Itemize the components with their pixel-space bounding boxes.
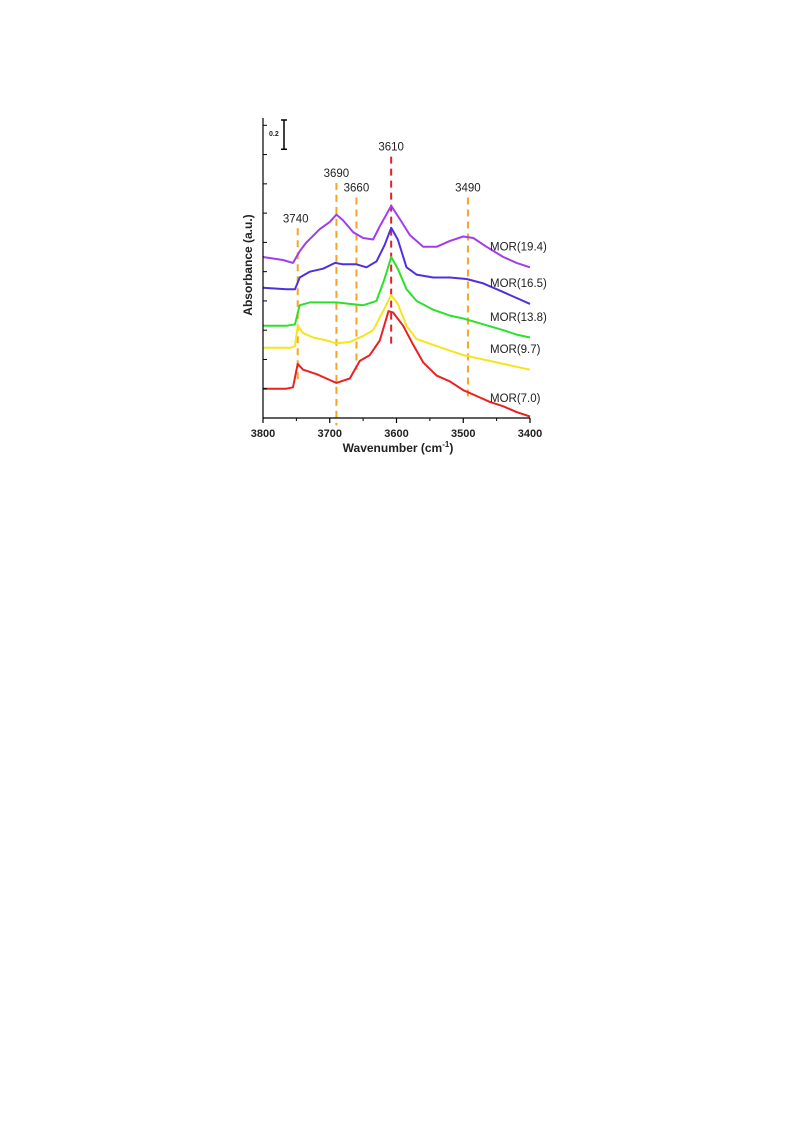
x-tick-label: 3500 [451,428,475,440]
axes: 3800 3700 3600 3500 3400 0.2 [251,118,542,440]
series-label-MOR(16.5): MOR(16.5) [490,278,547,290]
reference-lines [296,156,469,426]
peak-label-3660: 3660 [344,183,370,195]
series-label-MOR(9.7): MOR(9.7) [490,344,541,356]
series-label-MOR(19.4): MOR(19.4) [490,242,547,254]
peak-label-3490: 3490 [455,183,481,195]
scale-bar-label: 0.2 [269,131,279,138]
series-line-MOR(13.8) [263,256,531,339]
chart-labels: 3740 3690 3660 3610 3490 MOR(19.4) MOR(16.5) MO… [283,142,547,405]
series-line-MOR(16.5) [262,226,531,305]
series-line-MOR(7.0) [263,310,531,418]
series-line-MOR(9.7) [263,294,531,371]
x-axis-label-superscript: -1 [442,440,450,449]
series-lines [262,204,531,418]
x-tick-label: 3700 [318,428,342,440]
x-tick-label: 3600 [384,428,408,440]
series-label-MOR(13.8): MOR(13.8) [490,312,547,324]
peak-label-3690: 3690 [324,168,350,180]
x-tick-label: 3400 [518,428,542,440]
peak-label-3610: 3610 [378,142,404,154]
x-tick-label: 3800 [251,428,275,440]
x-axis-label: Wavenumber (cm-1) [343,440,454,455]
series-label-MOR(7.0): MOR(7.0) [490,393,541,405]
y-axis-label: Absorbance (a.u.) [241,214,255,315]
peak-label-3740: 3740 [283,213,309,225]
series-line-MOR(19.4) [262,204,531,269]
